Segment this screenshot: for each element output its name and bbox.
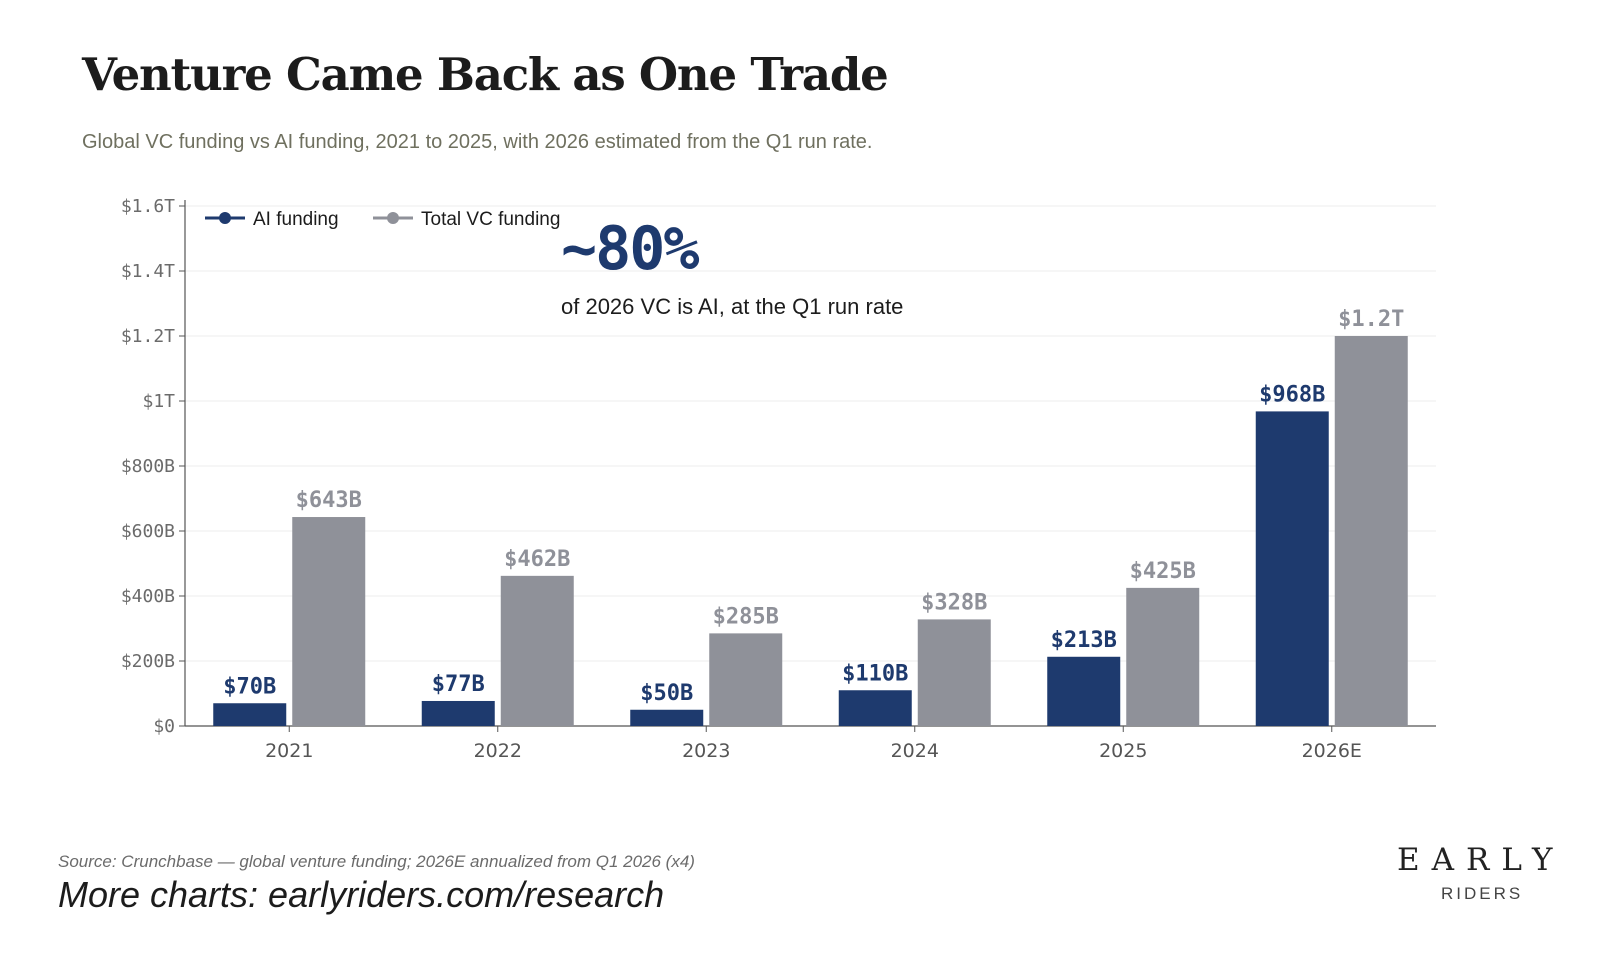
data-label-ai-funding: $968B [1259,382,1325,407]
bar-total-vc-funding [917,619,991,726]
y-tick-label: $1.6T [121,196,175,217]
logo-wordmark-bottom: RIDERS [1441,884,1524,903]
y-tick-label: $1T [142,391,175,412]
bar-ai-funding [838,690,912,726]
bar-total-vc-funding [1126,587,1200,726]
legend-marker [387,212,399,224]
callout-text: of 2026 VC is AI, at the Q1 run rate [561,294,904,319]
bar-ai-funding [421,700,495,726]
y-tick-label: $400B [121,586,175,607]
data-label-total-vc-funding: $462B [504,547,570,572]
data-label-ai-funding: $110B [842,661,908,686]
y-tick-label: $600B [121,521,175,542]
bar-ai-funding [213,703,287,726]
more-charts-link: More charts: earlyriders.com/research [58,874,665,915]
y-tick-label: $200B [121,651,175,672]
data-label-ai-funding: $70B [223,674,276,699]
legend-marker [219,212,231,224]
y-tick-label: $800B [121,456,175,477]
chart-subtitle: Global VC funding vs AI funding, 2021 to… [82,131,873,153]
data-label-total-vc-funding: $425B [1130,559,1196,584]
data-label-ai-funding: $50B [640,681,693,706]
data-label-total-vc-funding: $285B [713,604,779,629]
data-label-total-vc-funding: $328B [921,590,987,615]
legend-label: Total VC funding [421,209,560,230]
bar-total-vc-funding [1334,336,1408,726]
y-tick-label: $1.4T [121,261,175,282]
bar-ai-funding [1255,411,1329,726]
legend-label: AI funding [253,209,339,230]
x-tick-label: 2024 [891,740,939,762]
bar-total-vc-funding [500,575,574,726]
logo-wordmark-top: EARLY [1397,842,1565,878]
bar-total-vc-funding [292,517,366,726]
data-label-ai-funding: $213B [1051,628,1117,653]
bar-ai-funding [630,709,704,726]
chart-title: Venture Came Back as One Trade [82,48,889,101]
source-note: Source: Crunchbase — global venture fund… [58,852,695,871]
bar-total-vc-funding [709,633,783,726]
y-tick-label: $1.2T [121,326,175,347]
x-tick-label: 2023 [682,740,730,762]
bar-ai-funding [1047,656,1121,726]
callout-value: ~80% [561,214,699,284]
x-tick-label: 2025 [1099,740,1147,762]
x-tick-label: 2021 [265,740,313,762]
y-tick-label: $0 [153,716,175,737]
data-label-total-vc-funding: $643B [296,488,362,513]
data-label-total-vc-funding: $1.2T [1338,307,1404,332]
x-tick-label: 2026E [1302,740,1362,762]
x-tick-label: 2022 [474,740,522,762]
data-label-ai-funding: $77B [432,672,485,697]
